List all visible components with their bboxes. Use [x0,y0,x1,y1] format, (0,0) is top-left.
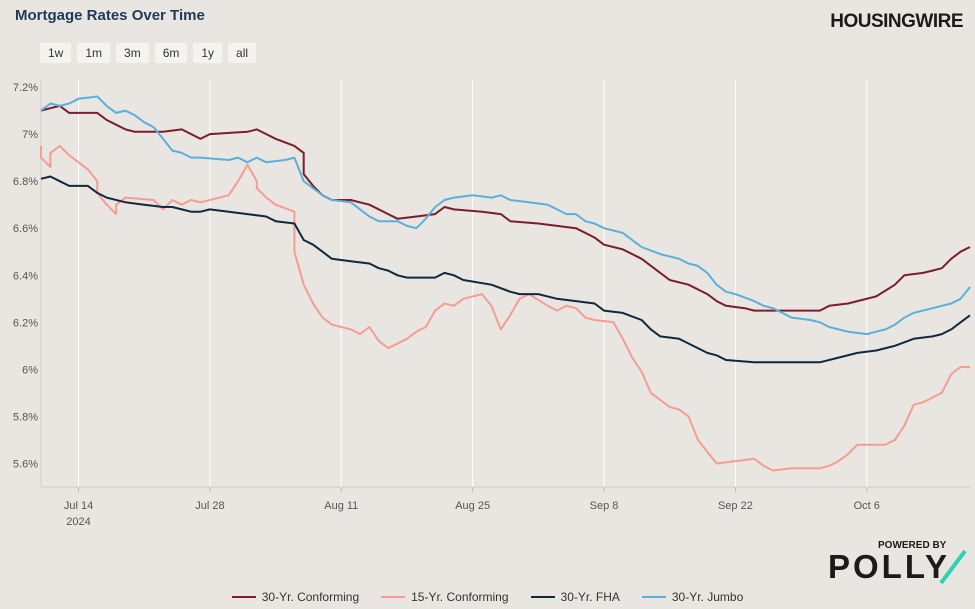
y-tick-label: 5.8% [13,411,38,423]
x-tick-label: Aug 25 [455,500,490,512]
y-tick-label: 6.2% [13,317,38,329]
x-tick-label: Jul 14 [64,500,93,512]
legend-item-30yr-conforming[interactable]: 30-Yr. Conforming [231,590,360,604]
chart-legend: 30-Yr. Conforming 15-Yr. Conforming 30-Y… [0,590,975,604]
range-1w-button[interactable]: 1w [40,43,72,63]
series-line-30-yr-conforming [40,104,971,312]
y-tick-label: 5.6% [13,458,38,470]
range-1m-button[interactable]: 1m [77,43,111,63]
powered-by-label: POWERED BY [878,540,947,551]
x-tick-label: Sep 22 [718,500,753,512]
x-tick-label: Oct 6 [854,500,880,512]
y-tick-label: 6.8% [13,176,38,188]
legend-item-30yr-fha[interactable]: 30-Yr. FHA [530,590,620,604]
legend-label: 30-Yr. Conforming [261,590,360,604]
legend-label: 15-Yr. Conforming [411,590,509,604]
legend-label: 30-Yr. FHA [560,590,620,604]
range-selector: 1w 1m 3m 6m 1y all [40,43,257,63]
polly-logo: POLLY [828,548,950,585]
x-tick-label: Jul 28 [195,500,224,512]
legend-item-30yr-jumbo[interactable]: 30-Yr. Jumbo [641,590,744,604]
y-tick-label: 7.2% [13,82,38,94]
y-tick-label: 6.4% [13,270,38,282]
range-all-button[interactable]: all [228,43,257,63]
series-line-15-yr-conforming [40,144,970,472]
legend-swatch [231,596,256,598]
housingwire-logo: HOUSINGWIRE [830,11,963,32]
range-6m-button[interactable]: 6m [154,43,188,63]
series-line-30-yr-fha [40,175,971,364]
series-line-30-yr-jumbo [40,95,971,336]
x-tick-sublabel: 2024 [66,516,90,528]
legend-label: 30-Yr. Jumbo [671,590,744,604]
legend-item-15yr-conforming[interactable]: 15-Yr. Conforming [381,590,509,604]
range-3m-button[interactable]: 3m [116,43,149,63]
x-tick-label: Aug 11 [324,500,358,512]
y-tick-label: 6.6% [13,223,38,235]
x-tick-label: Sep 8 [590,500,619,512]
polly-slash-icon [939,549,967,585]
y-tick-label: 7% [22,129,38,141]
legend-swatch [381,596,406,598]
range-1y-button[interactable]: 1y [193,43,223,63]
chart-title: Mortgage Rates Over Time [15,7,205,24]
legend-swatch [641,596,666,598]
legend-swatch [530,596,555,598]
y-tick-label: 6% [22,364,38,376]
